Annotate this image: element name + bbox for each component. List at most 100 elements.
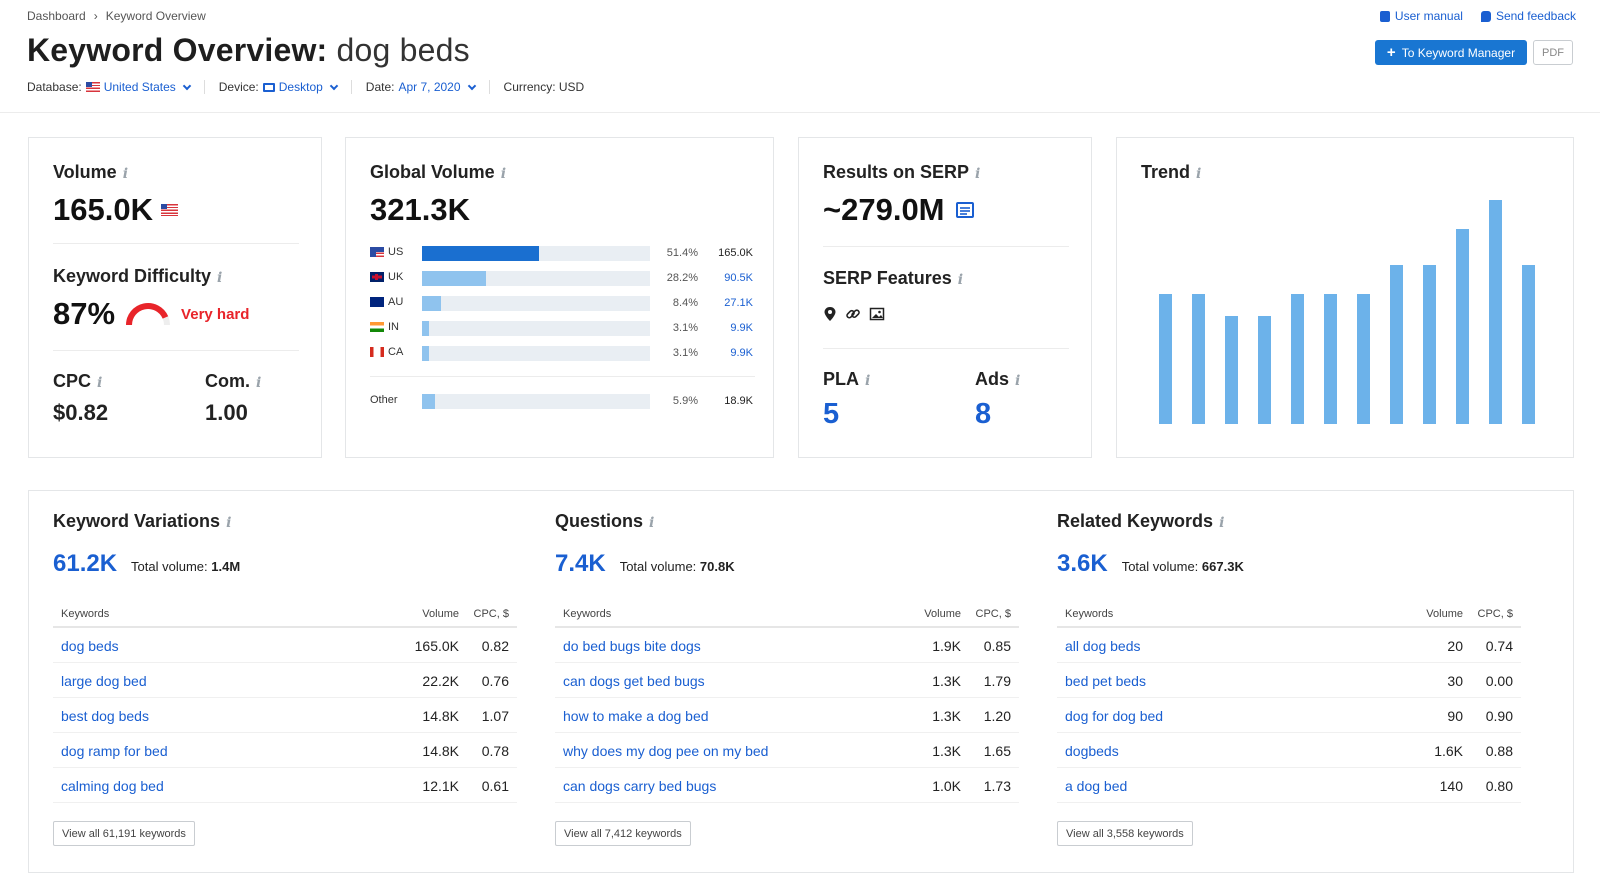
keyword-link[interactable]: why does my dog pee on my bed: [563, 743, 769, 759]
breadcrumb-dashboard[interactable]: Dashboard: [27, 9, 86, 23]
user-manual-link[interactable]: User manual: [1379, 9, 1463, 23]
column-keywords[interactable]: Keywords: [61, 608, 110, 620]
keyword-variations-count[interactable]: 61.2K: [53, 550, 118, 577]
keyword-link[interactable]: large dog bed: [61, 673, 147, 689]
link-icon[interactable]: [845, 306, 861, 322]
trend-chart: [1149, 200, 1545, 424]
keyword-link[interactable]: calming dog bed: [61, 778, 164, 794]
column-keywords[interactable]: Keywords: [563, 608, 612, 620]
info-icon[interactable]: i: [1219, 515, 1225, 531]
date-filter[interactable]: Date: Apr 7, 2020: [366, 80, 476, 94]
trend-bar[interactable]: [1357, 294, 1370, 424]
info-icon[interactable]: i: [649, 515, 655, 531]
trend-bar[interactable]: [1192, 294, 1205, 424]
keyword-link[interactable]: how to make a dog bed: [563, 708, 709, 724]
column-volume[interactable]: Volume: [924, 608, 961, 620]
country-volume[interactable]: 27.1K: [724, 297, 753, 309]
keyword-variations-title-text: Keyword Variations: [53, 511, 221, 531]
keyword-link[interactable]: bed pet beds: [1065, 673, 1146, 689]
share-bar-track: [422, 346, 650, 361]
country-volume[interactable]: 90.5K: [724, 272, 753, 284]
keyword-link[interactable]: all dog beds: [1065, 638, 1141, 654]
to-keyword-manager-button[interactable]: + To Keyword Manager: [1375, 40, 1527, 65]
questions-count[interactable]: 7.4K: [555, 550, 606, 577]
country-row-au[interactable]: AU 8.4% 27.1K: [370, 295, 755, 311]
column-keywords[interactable]: Keywords: [1065, 608, 1114, 620]
keyword-link[interactable]: dog ramp for bed: [61, 743, 168, 759]
top-links: User manual Send feedback: [1379, 9, 1576, 23]
database-filter[interactable]: Database: United States: [27, 80, 191, 94]
pdf-button[interactable]: PDF: [1533, 40, 1573, 65]
in-flag-icon: [370, 322, 384, 332]
questions-section: Questions i 7.4K Total volume: 70.8K Keyw…: [555, 511, 1019, 846]
country-row-us[interactable]: US 51.4% 165.0K: [370, 245, 755, 261]
info-icon[interactable]: i: [122, 166, 129, 182]
info-icon[interactable]: i: [226, 515, 232, 531]
results-on-serp-value: ~279.0M: [823, 192, 945, 227]
keyword-link[interactable]: dog beds: [61, 638, 119, 654]
column-cpc[interactable]: CPC, $: [1477, 608, 1513, 620]
column-cpc[interactable]: CPC, $: [975, 608, 1011, 620]
info-icon[interactable]: i: [500, 166, 507, 182]
trend-bar[interactable]: [1324, 294, 1337, 424]
ads-value[interactable]: 8: [975, 398, 992, 430]
keyword-link[interactable]: do bed bugs bite dogs: [563, 638, 701, 654]
competition-value: 1.00: [205, 400, 248, 425]
keyword-link[interactable]: can dogs get bed bugs: [563, 673, 705, 689]
keyword-link[interactable]: can dogs carry bed bugs: [563, 778, 717, 794]
trend-bar[interactable]: [1291, 294, 1304, 424]
device-filter[interactable]: Device: Desktop: [219, 80, 339, 94]
country-volume[interactable]: 9.9K: [730, 347, 753, 359]
trend-bar[interactable]: [1159, 294, 1172, 424]
country-row-in[interactable]: IN 3.1% 9.9K: [370, 320, 755, 336]
chevron-down-icon: [329, 81, 339, 90]
trend-bar[interactable]: [1225, 316, 1238, 424]
info-icon[interactable]: i: [217, 270, 223, 286]
view-all-related-button[interactable]: View all 3,558 keywords: [1057, 821, 1193, 846]
country-row-other[interactable]: Other 5.9% 18.9K: [370, 393, 755, 409]
related-keywords-count[interactable]: 3.6K: [1057, 550, 1108, 577]
keyword-link[interactable]: best dog beds: [61, 708, 149, 724]
info-icon[interactable]: i: [1015, 373, 1021, 389]
country-volume[interactable]: 165.0K: [718, 247, 753, 259]
pla-value[interactable]: 5: [823, 398, 840, 430]
country-row-uk[interactable]: UK 28.2% 90.5K: [370, 270, 755, 286]
trend-bar[interactable]: [1489, 200, 1502, 424]
trend-bar[interactable]: [1423, 264, 1436, 424]
column-cpc[interactable]: CPC, $: [473, 608, 509, 620]
info-icon[interactable]: i: [1196, 166, 1202, 182]
column-volume[interactable]: Volume: [1426, 608, 1463, 620]
column-volume[interactable]: Volume: [422, 608, 459, 620]
trend-bar[interactable]: [1456, 229, 1469, 424]
country-code: AU: [388, 296, 404, 308]
image-icon[interactable]: [869, 306, 885, 322]
share-bar-track: [422, 271, 650, 286]
info-icon[interactable]: i: [256, 375, 262, 391]
trend-bar[interactable]: [1522, 264, 1535, 424]
info-icon[interactable]: i: [865, 373, 871, 389]
country-row-ca[interactable]: CA 3.1% 9.9K: [370, 345, 755, 361]
view-all-variations-button[interactable]: View all 61,191 keywords: [53, 821, 195, 846]
info-icon[interactable]: i: [975, 166, 981, 182]
trend-bar[interactable]: [1390, 264, 1403, 424]
separator: [823, 348, 1069, 349]
view-all-questions-button[interactable]: View all 7,412 keywords: [555, 821, 691, 846]
uk-flag-icon: [370, 272, 384, 282]
keyword-link[interactable]: dog for dog bed: [1065, 708, 1164, 724]
keyword-link[interactable]: a dog bed: [1065, 778, 1128, 794]
separator: [53, 350, 299, 351]
keyword-link[interactable]: dogbeds: [1065, 743, 1119, 759]
country-volume[interactable]: 9.9K: [730, 322, 753, 334]
filter-bar: Database: United States Device: Desktop …: [27, 80, 584, 94]
keyword-cpc: 0.61: [481, 778, 509, 794]
send-feedback-link[interactable]: Send feedback: [1480, 9, 1576, 23]
country-label: US: [370, 246, 403, 258]
serp-features-label-text: SERP Features: [823, 268, 952, 288]
info-icon[interactable]: i: [97, 375, 103, 391]
table-row: why does my dog pee on my bed 1.3K 1.65: [555, 733, 1019, 768]
map-pin-icon[interactable]: [823, 306, 837, 322]
keyword-cpc: 1.20: [983, 708, 1011, 724]
serp-document-icon[interactable]: [955, 200, 975, 220]
trend-bar[interactable]: [1258, 316, 1271, 424]
info-icon[interactable]: i: [957, 272, 964, 288]
